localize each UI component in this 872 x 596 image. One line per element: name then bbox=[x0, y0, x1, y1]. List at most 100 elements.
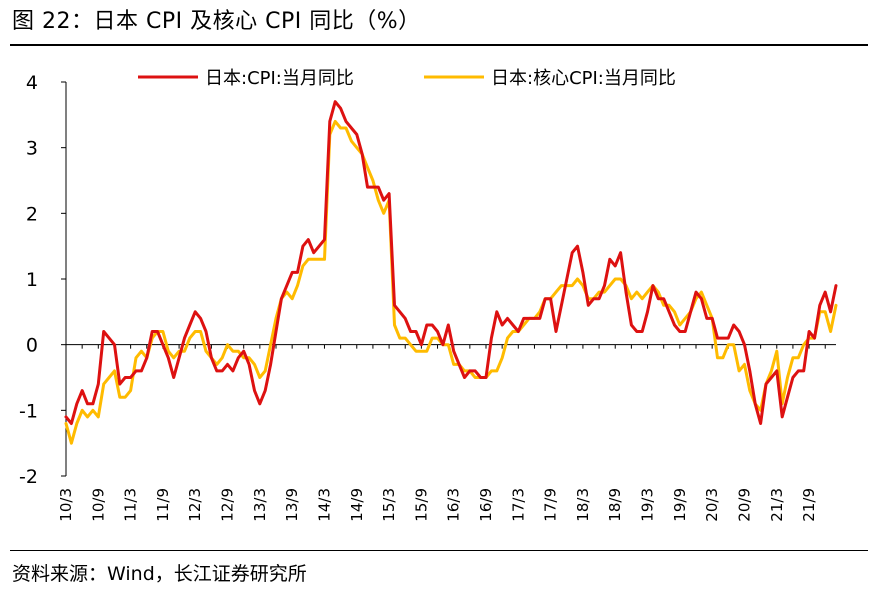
data-point-cpi bbox=[237, 357, 240, 360]
data-point-core-cpi bbox=[776, 350, 779, 353]
x-tick-label: 19/9 bbox=[671, 488, 689, 522]
data-point-cpi bbox=[808, 330, 811, 333]
data-point-cpi bbox=[221, 370, 224, 373]
data-point-core-cpi bbox=[264, 370, 267, 373]
data-point-cpi bbox=[146, 357, 149, 360]
data-point-cpi bbox=[636, 330, 639, 333]
data-point-cpi bbox=[194, 311, 197, 314]
data-point-cpi bbox=[759, 422, 762, 425]
data-point-cpi bbox=[436, 330, 439, 333]
data-point-cpi bbox=[582, 271, 585, 274]
x-tick-label: 14/9 bbox=[348, 488, 366, 522]
title-divider bbox=[10, 44, 868, 46]
data-point-cpi bbox=[183, 337, 186, 340]
data-point-core-cpi bbox=[673, 311, 676, 314]
x-tick-label: 16/9 bbox=[477, 488, 495, 522]
data-point-cpi bbox=[113, 343, 116, 346]
data-point-core-cpi bbox=[232, 350, 235, 353]
data-point-cpi bbox=[506, 317, 509, 320]
data-point-cpi bbox=[539, 317, 542, 320]
data-point-cpi bbox=[598, 297, 601, 300]
data-point-cpi bbox=[722, 337, 725, 340]
data-point-cpi bbox=[102, 330, 105, 333]
data-point-cpi bbox=[587, 304, 590, 307]
data-point-cpi bbox=[819, 304, 822, 307]
data-point-core-cpi bbox=[641, 297, 644, 300]
data-point-core-cpi bbox=[792, 357, 795, 360]
data-point-cpi bbox=[716, 337, 719, 340]
data-point-core-cpi bbox=[140, 350, 143, 353]
data-point-cpi bbox=[781, 416, 784, 419]
data-point-cpi bbox=[479, 376, 482, 379]
data-point-cpi bbox=[291, 271, 294, 274]
data-point-core-cpi bbox=[732, 343, 735, 346]
data-point-cpi bbox=[178, 357, 181, 360]
data-point-core-cpi bbox=[307, 258, 310, 261]
data-point-core-cpi bbox=[259, 376, 262, 379]
data-point-core-cpi bbox=[296, 284, 299, 287]
data-point-cpi bbox=[70, 422, 73, 425]
data-point-cpi bbox=[210, 357, 213, 360]
data-point-core-cpi bbox=[727, 343, 730, 346]
data-point-cpi bbox=[689, 311, 692, 314]
data-point-cpi bbox=[592, 297, 595, 300]
data-point-core-cpi bbox=[609, 284, 612, 287]
data-point-core-cpi bbox=[113, 370, 116, 373]
data-point-cpi bbox=[474, 370, 477, 373]
data-point-cpi bbox=[765, 383, 768, 386]
x-tick-label: 12/9 bbox=[219, 488, 237, 522]
data-point-core-cpi bbox=[786, 376, 789, 379]
x-tick-label: 10/3 bbox=[57, 488, 75, 522]
data-point-core-cpi bbox=[636, 291, 639, 294]
data-point-core-cpi bbox=[312, 258, 315, 261]
data-point-cpi bbox=[802, 370, 805, 373]
data-point-cpi bbox=[189, 324, 192, 327]
data-point-core-cpi bbox=[560, 284, 563, 287]
data-point-cpi bbox=[641, 330, 644, 333]
data-point-core-cpi bbox=[409, 343, 412, 346]
x-tick-label: 15/9 bbox=[412, 488, 430, 522]
data-point-cpi bbox=[555, 330, 558, 333]
data-point-cpi bbox=[216, 370, 219, 373]
data-point-core-cpi bbox=[496, 370, 499, 373]
data-point-core-cpi bbox=[512, 330, 515, 333]
data-point-cpi bbox=[135, 370, 138, 373]
x-tick-label: 11/9 bbox=[154, 488, 172, 522]
data-point-cpi bbox=[544, 297, 547, 300]
y-tick-label: -2 bbox=[19, 466, 38, 488]
data-point-core-cpi bbox=[253, 363, 256, 366]
data-point-cpi bbox=[388, 192, 391, 195]
data-point-core-cpi bbox=[334, 120, 337, 123]
y-tick-label: 0 bbox=[26, 335, 38, 357]
data-point-core-cpi bbox=[366, 166, 369, 169]
data-point-cpi bbox=[743, 343, 746, 346]
x-tick-label: 18/9 bbox=[606, 488, 624, 522]
data-point-core-cpi bbox=[420, 350, 423, 353]
data-point-cpi bbox=[129, 376, 132, 379]
data-point-core-cpi bbox=[802, 343, 805, 346]
data-point-cpi bbox=[167, 357, 170, 360]
data-point-cpi bbox=[711, 317, 714, 320]
data-point-cpi bbox=[382, 199, 385, 202]
data-point-cpi bbox=[205, 330, 208, 333]
data-point-core-cpi bbox=[339, 127, 342, 130]
data-point-core-cpi bbox=[619, 278, 622, 281]
series-line-core-cpi bbox=[64, 119, 838, 445]
data-point-cpi bbox=[302, 245, 305, 248]
data-point-core-cpi bbox=[70, 442, 73, 445]
data-point-cpi bbox=[226, 363, 229, 366]
data-point-core-cpi bbox=[291, 297, 294, 300]
data-point-cpi bbox=[517, 330, 520, 333]
data-point-core-cpi bbox=[404, 337, 407, 340]
data-point-core-cpi bbox=[571, 284, 574, 287]
data-point-cpi bbox=[646, 311, 649, 314]
data-point-cpi bbox=[124, 376, 127, 379]
x-tick-label: 17/3 bbox=[509, 488, 527, 522]
data-point-cpi bbox=[162, 343, 165, 346]
series-line-cpi bbox=[64, 100, 838, 425]
data-point-cpi bbox=[76, 403, 79, 406]
data-point-core-cpi bbox=[506, 337, 509, 340]
data-point-core-cpi bbox=[76, 422, 79, 425]
source-note: 资料来源：Wind，长江证券研究所 bbox=[12, 563, 307, 585]
data-point-core-cpi bbox=[377, 199, 380, 202]
